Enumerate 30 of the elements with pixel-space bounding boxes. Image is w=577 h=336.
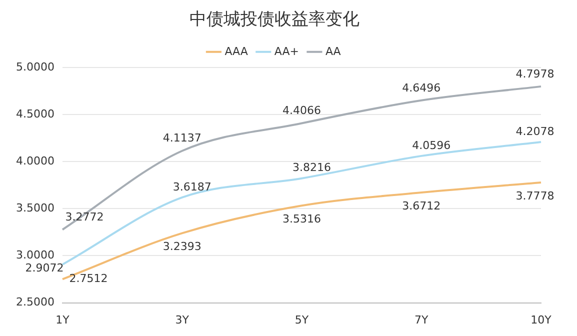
- x-tick-label: 3Y: [175, 313, 190, 326]
- y-tick-label: 4.5000: [16, 107, 54, 120]
- data-label: 3.5316: [282, 212, 321, 226]
- data-label: 3.7778: [516, 189, 554, 202]
- data-label: 4.6496: [402, 81, 441, 94]
- data-label: 4.0596: [412, 138, 451, 152]
- data-label: 2.9072: [25, 261, 64, 274]
- data-label: 4.7978: [516, 67, 554, 80]
- y-tick-label: 2.5000: [16, 296, 54, 309]
- data-label: 3.8216: [292, 161, 331, 174]
- chart-title: 中债城投债收益率变化: [190, 10, 360, 30]
- data-label: 3.6712: [402, 199, 441, 212]
- x-tick-label: 7Y: [414, 313, 429, 326]
- y-tick-label: 5.0000: [16, 60, 54, 74]
- x-tick-label: 1Y: [56, 313, 70, 326]
- data-label: 4.1137: [162, 132, 202, 145]
- legend-label: AA: [325, 44, 342, 58]
- x-tick-label: 10Y: [530, 313, 552, 326]
- data-label: 2.7512: [69, 272, 108, 286]
- x-tick-label: 5Y: [294, 313, 309, 326]
- legend-label: AAA: [224, 44, 248, 58]
- data-label: 4.4066: [282, 104, 321, 118]
- data-label: 3.2772: [65, 210, 104, 224]
- y-tick-label: 4.0000: [16, 154, 54, 168]
- data-label: 3.2393: [162, 240, 202, 254]
- data-label: 4.2078: [516, 124, 554, 138]
- data-label: 3.6187: [172, 180, 212, 194]
- y-tick-label: 3.0000: [16, 248, 54, 262]
- legend-label: AA+: [274, 44, 299, 58]
- y-tick-label: 3.5000: [16, 202, 54, 214]
